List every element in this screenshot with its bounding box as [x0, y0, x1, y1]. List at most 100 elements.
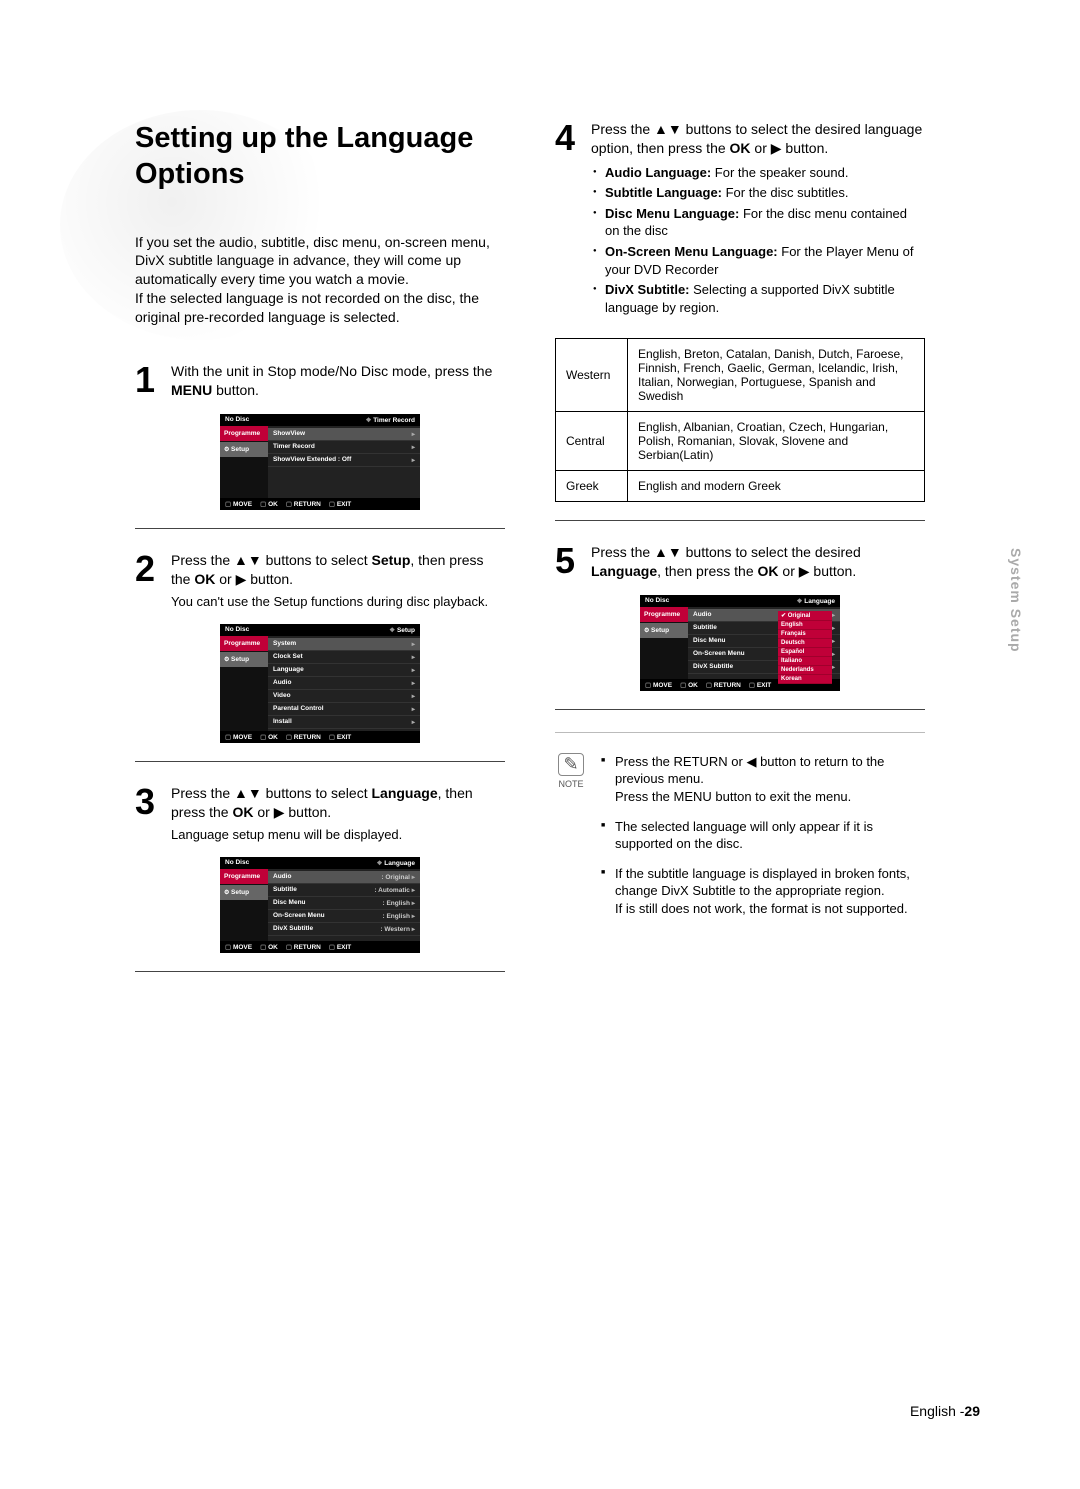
osd-nodisc: No Disc — [225, 626, 249, 634]
step-4: 4 Press the ▲▼ buttons to select the des… — [555, 120, 925, 330]
osd-screenshot-5: No Disc❖ Language Programme ⚙ Setup Audi… — [640, 595, 840, 691]
step-3: 3 Press the ▲▼ buttons to select Languag… — [135, 784, 505, 843]
osd-left-setup: ⚙ Setup — [640, 623, 688, 638]
step-text: or ▶ button. — [779, 563, 857, 579]
step-number: 3 — [135, 784, 163, 843]
osd-left-programme: Programme — [220, 869, 268, 884]
osd-row: System▸ — [268, 638, 420, 651]
osd-return: RETURN — [286, 500, 321, 508]
osd-row: Audio▸ — [268, 677, 420, 690]
osd-row: Video▸ — [268, 690, 420, 703]
setup-label: Setup — [371, 552, 410, 568]
bullet-item: On-Screen Menu Language: For the Player … — [591, 243, 925, 278]
step-1: 1 With the unit in Stop mode/No Disc mod… — [135, 362, 505, 400]
table-row: WesternEnglish, Breton, Catalan, Danish,… — [556, 339, 925, 412]
popup-item: Original — [778, 611, 832, 621]
step-text: button. — [212, 382, 259, 398]
language-label: Language — [371, 785, 437, 801]
step-number: 2 — [135, 551, 163, 610]
intro-text: If you set the audio, subtitle, disc men… — [135, 233, 505, 327]
side-tab: System Setup — [1008, 548, 1024, 653]
osd-ok: OK — [260, 733, 278, 741]
note-label: NOTE — [558, 779, 583, 789]
page-footer: English -29 — [910, 1403, 980, 1419]
osd-row: Clock Set▸ — [268, 651, 420, 664]
osd-return: RETURN — [286, 943, 321, 951]
popup-item: English — [778, 621, 832, 630]
bullet-item: Subtitle Language: For the disc subtitle… — [591, 184, 925, 202]
osd-row: Timer Record▸ — [268, 441, 420, 454]
bullet-item: Audio Language: For the speaker sound. — [591, 164, 925, 182]
osd-row: ShowView Extended : Off▸ — [268, 454, 420, 467]
osd-left-setup: ⚙ Setup — [220, 442, 268, 457]
popup-item: Deutsch — [778, 639, 832, 648]
language-popup: OriginalEnglishFrançaisDeutschEspañolIta… — [778, 611, 832, 684]
note-item: The selected language will only appear i… — [601, 818, 925, 853]
popup-item: Français — [778, 630, 832, 639]
note-block: ✎ NOTE Press the RETURN or ◀ button to r… — [555, 753, 925, 929]
note-item: Press the RETURN or ◀ button to return t… — [601, 753, 925, 806]
osd-screenshot-3: No Disc❖ Language Programme ⚙ Setup Audi… — [220, 857, 420, 953]
step-number: 4 — [555, 120, 583, 330]
ok-label: OK — [232, 804, 253, 820]
osd-move: MOVE — [225, 733, 252, 741]
menu-label: MENU — [171, 382, 212, 398]
step-text: or ▶ button. — [751, 140, 829, 156]
osd-exit: EXIT — [329, 943, 351, 951]
step-sub: Language setup menu will be displayed. — [171, 826, 505, 844]
osd-row: Language▸ — [268, 664, 420, 677]
osd-nodisc: No Disc — [225, 859, 249, 867]
osd-screenshot-2: No Disc❖ Setup Programme ⚙ Setup System▸… — [220, 624, 420, 743]
step-2: 2 Press the ▲▼ buttons to select Setup, … — [135, 551, 505, 610]
osd-screenshot-1: No Disc❖ Timer Record Programme ⚙ Setup … — [220, 414, 420, 510]
ok-label: OK — [194, 571, 215, 587]
note-item: If the subtitle language is displayed in… — [601, 865, 925, 918]
osd-row: On-Screen Menu: English ▸ — [268, 910, 420, 923]
osd-row: Audio: Original ▸ — [268, 871, 420, 884]
osd-move: MOVE — [645, 681, 672, 689]
bullet-item: DivX Subtitle: Selecting a supported Div… — [591, 281, 925, 316]
osd-move: MOVE — [225, 943, 252, 951]
osd-row: ShowView▸ — [268, 428, 420, 441]
step-text: or ▶ button. — [215, 571, 293, 587]
step-text: or ▶ button. — [253, 804, 331, 820]
osd-row: Subtitle: Automatic ▸ — [268, 884, 420, 897]
osd-return: RETURN — [286, 733, 321, 741]
language-label: Language — [591, 563, 657, 579]
osd-ok: OK — [260, 500, 278, 508]
step-sub: You can't use the Setup functions during… — [171, 593, 505, 611]
table-row: GreekEnglish and modern Greek — [556, 471, 925, 502]
osd-ok: OK — [680, 681, 698, 689]
osd-crumb: Language — [384, 860, 415, 867]
step-number: 5 — [555, 543, 583, 581]
osd-exit: EXIT — [329, 733, 351, 741]
osd-left-programme: Programme — [220, 426, 268, 441]
popup-item: Italiano — [778, 657, 832, 666]
table-row: CentralEnglish, Albanian, Croatian, Czec… — [556, 412, 925, 471]
osd-left-setup: ⚙ Setup — [220, 885, 268, 900]
osd-move: MOVE — [225, 500, 252, 508]
osd-left-setup: ⚙ Setup — [220, 652, 268, 667]
osd-exit: EXIT — [329, 500, 351, 508]
osd-left-programme: Programme — [640, 607, 688, 622]
osd-ok: OK — [260, 943, 278, 951]
osd-crumb: Setup — [397, 627, 415, 634]
popup-item: Nederlands — [778, 666, 832, 675]
osd-nodisc: No Disc — [225, 416, 249, 424]
osd-row: DivX Subtitle: Western ▸ — [268, 923, 420, 936]
step-text: Press the ▲▼ buttons to select — [171, 785, 371, 801]
popup-item: Español — [778, 648, 832, 657]
osd-row: Disc Menu: English ▸ — [268, 897, 420, 910]
osd-crumb: Timer Record — [373, 417, 415, 424]
divx-region-table: WesternEnglish, Breton, Catalan, Danish,… — [555, 338, 925, 502]
ok-label: OK — [758, 563, 779, 579]
page-title: Setting up the Language Options — [135, 120, 505, 193]
step-text: With the unit in Stop mode/No Disc mode,… — [171, 363, 492, 379]
bullet-item: Disc Menu Language: For the disc menu co… — [591, 205, 925, 240]
step-number: 1 — [135, 362, 163, 400]
osd-row: Install▸ — [268, 716, 420, 729]
popup-item: Korean — [778, 675, 832, 684]
step-text: Press the ▲▼ buttons to select — [171, 552, 371, 568]
osd-crumb: Language — [804, 598, 835, 605]
step-text: Press the ▲▼ buttons to select the desir… — [591, 544, 861, 560]
